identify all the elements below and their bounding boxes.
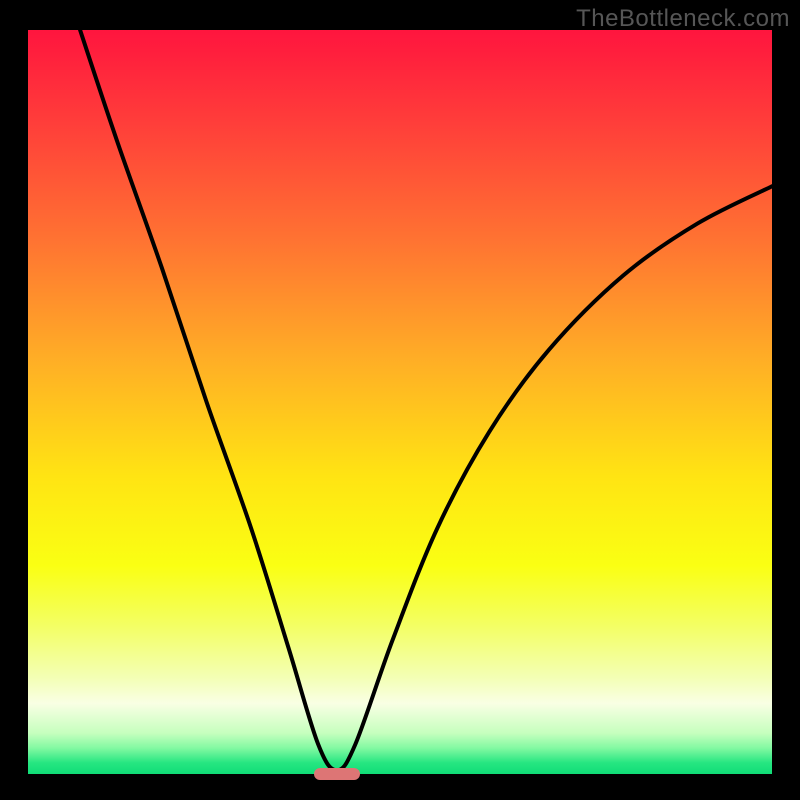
plot-area — [28, 30, 772, 774]
watermark-text: TheBottleneck.com — [576, 5, 790, 33]
curve-path — [80, 30, 772, 770]
bottleneck-curve — [28, 30, 772, 774]
trough-marker — [314, 768, 360, 780]
chart-frame: TheBottleneck.com — [0, 0, 800, 800]
